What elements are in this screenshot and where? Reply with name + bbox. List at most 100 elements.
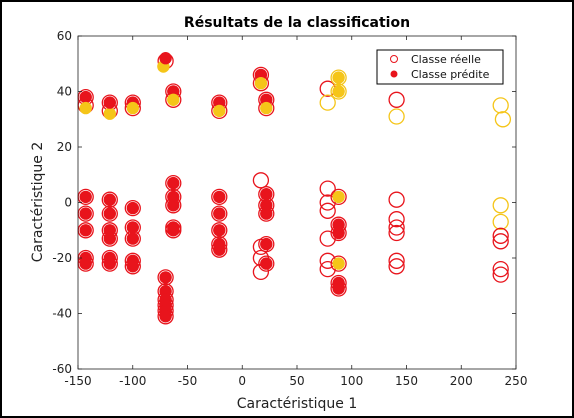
predicted-class-point — [213, 104, 226, 118]
real-class-point — [388, 108, 405, 125]
real-class-point — [492, 266, 509, 283]
x-tick-label: 250 — [505, 374, 528, 388]
real-class-point — [388, 219, 405, 236]
predicted-class-point — [126, 260, 139, 273]
predicted-class-point — [103, 257, 117, 270]
real-class-point — [101, 205, 118, 222]
real-class-point — [330, 83, 347, 100]
predicted-class-point — [79, 207, 92, 220]
legend-box — [376, 49, 504, 85]
plot-background — [78, 36, 516, 369]
predicted-class-point — [213, 190, 226, 204]
real-class-point — [319, 94, 336, 111]
predicted-class-point — [332, 226, 345, 240]
real-class-point — [492, 213, 509, 231]
real-class-point — [157, 269, 174, 286]
predicted-class-point — [260, 188, 273, 201]
x-tick-label: 150 — [395, 374, 418, 388]
legend-filled-circle-icon — [390, 70, 398, 78]
predicted-class-point — [159, 271, 172, 284]
real-class-point — [124, 199, 141, 217]
predicted-class-point — [213, 207, 226, 220]
real-class-point — [330, 255, 347, 272]
legend-label-predicted: Classe prédite — [411, 68, 490, 81]
predicted-class-point — [79, 224, 92, 237]
predicted-class-point — [79, 101, 92, 115]
axis-ticks: -150 -100 -50 0 50 100 150 200 250 -60 -40 -20 0 20 40… — [52, 29, 527, 388]
y-tick-label: 0 — [64, 196, 72, 210]
real-class-point — [330, 188, 347, 206]
predicted-class-point — [126, 221, 139, 234]
predicted-class-point — [254, 77, 268, 90]
predicted-class-point — [103, 232, 117, 245]
predicted-class-point — [103, 107, 117, 120]
predicted-class-point — [79, 257, 92, 270]
x-tick-label: 50 — [289, 374, 304, 388]
x-tick-label: -150 — [64, 374, 91, 388]
real-class-point — [211, 188, 228, 206]
real-class-point — [494, 111, 512, 128]
real-class-point — [258, 255, 275, 272]
real-class-point — [330, 69, 347, 86]
predicted-class-point — [332, 257, 345, 270]
predicted-class-point — [126, 101, 139, 115]
predicted-class-point — [126, 232, 139, 245]
real-class-point — [319, 260, 336, 278]
legend-label-real: Classe réelle — [411, 53, 481, 66]
real-class-point — [388, 252, 405, 269]
predicted-class-point — [103, 96, 117, 109]
real-class-point — [319, 194, 336, 211]
x-tick-label: -100 — [119, 374, 146, 388]
predicted-class-point — [159, 52, 172, 65]
real-class-point — [492, 197, 509, 214]
predicted-class-point — [126, 201, 139, 215]
predicted-class-point — [332, 71, 345, 84]
real-class-point — [492, 227, 509, 244]
y-tick-label: 60 — [57, 29, 72, 43]
y-axis-label: Caractéristique 2 — [30, 142, 46, 263]
predicted-class-point — [167, 176, 180, 190]
y-tick-label: 20 — [57, 140, 72, 154]
real-class-point — [492, 260, 509, 278]
predicted-class-point — [79, 190, 92, 204]
real-class-point — [492, 233, 509, 250]
predicted-class-point — [103, 193, 117, 206]
x-tick-label: -50 — [178, 374, 198, 388]
predicted-class-point — [260, 237, 273, 251]
real-class-point — [492, 97, 509, 114]
real-class-point — [388, 258, 405, 275]
real-class-point — [101, 191, 118, 208]
real-class-point — [211, 205, 228, 222]
predicted-class-point — [167, 199, 180, 212]
chart-title: Résultats de la classification — [184, 15, 410, 31]
predicted-class-point — [79, 90, 92, 104]
predicted-class-point — [260, 257, 273, 270]
real-class-point — [319, 180, 336, 197]
legend: Classe réelle Classe prédite — [376, 49, 504, 85]
predicted-class-point — [167, 93, 180, 107]
real-class-point — [319, 230, 336, 247]
predicted-class-point — [332, 282, 345, 295]
predicted-class-point — [260, 207, 273, 220]
real-class-point — [319, 202, 336, 219]
y-tick-label: -60 — [52, 362, 72, 376]
predicted-class-point — [159, 310, 172, 323]
real-class-point — [388, 91, 405, 108]
y-tick-label: 40 — [57, 85, 72, 99]
real-class-point — [165, 174, 182, 192]
real-class-point — [388, 211, 405, 228]
y-tick-label: -20 — [52, 251, 72, 265]
predicted-class-point — [213, 243, 226, 256]
predicted-class-point — [332, 190, 345, 204]
predicted-class-point — [260, 101, 273, 115]
real-class-point — [258, 235, 275, 253]
x-tick-label: 100 — [340, 374, 363, 388]
predicted-class-point — [103, 207, 117, 220]
real-class-point — [388, 191, 405, 208]
y-tick-label: -40 — [52, 307, 72, 321]
real-class-point — [211, 222, 228, 239]
x-tick-label: 0 — [238, 374, 246, 388]
predicted-class-point — [167, 224, 180, 237]
legend-open-circle-icon — [390, 55, 398, 63]
